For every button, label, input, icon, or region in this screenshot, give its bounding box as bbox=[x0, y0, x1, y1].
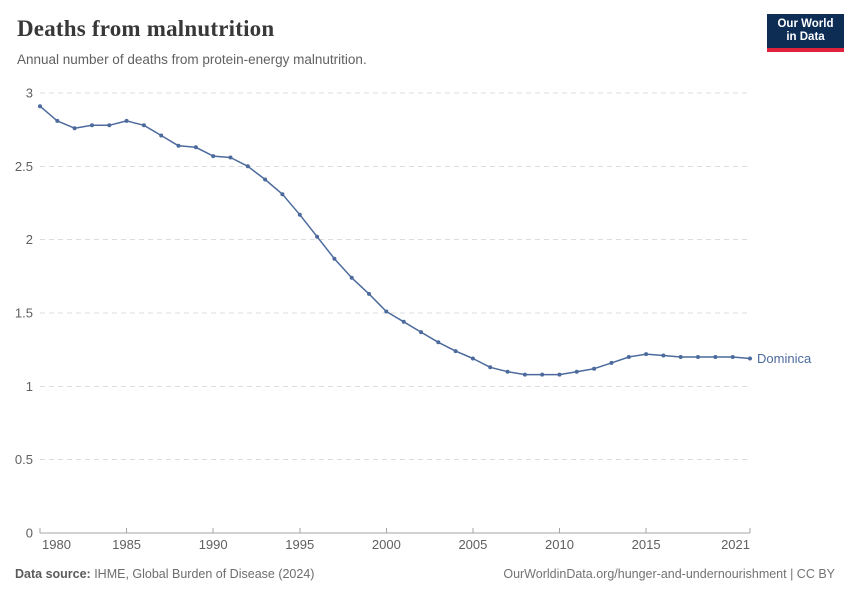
data-point-marker[interactable] bbox=[159, 133, 164, 138]
data-point-marker[interactable] bbox=[661, 353, 666, 358]
y-tick-label: 3 bbox=[26, 86, 33, 101]
data-point-marker[interactable] bbox=[748, 356, 752, 361]
x-tick-label: 1990 bbox=[199, 537, 228, 552]
data-point-marker[interactable] bbox=[696, 355, 700, 359]
data-point-marker[interactable] bbox=[626, 355, 631, 359]
attribution-link[interactable]: OurWorldinData.org/hunger-and-undernouri… bbox=[503, 567, 835, 581]
data-point-marker[interactable] bbox=[315, 234, 320, 239]
y-tick-label: 1.5 bbox=[15, 306, 33, 321]
data-point-marker[interactable] bbox=[713, 355, 718, 359]
data-point-marker[interactable] bbox=[228, 155, 233, 160]
chart-footer: Data source: IHME, Global Burden of Dise… bbox=[15, 567, 835, 581]
data-point-marker[interactable] bbox=[211, 154, 216, 159]
y-tick-label: 0 bbox=[26, 526, 33, 541]
data-point-marker[interactable] bbox=[453, 349, 458, 354]
data-point-marker[interactable] bbox=[72, 126, 77, 131]
x-tick-label: 2000 bbox=[372, 537, 401, 552]
data-point-marker[interactable] bbox=[436, 340, 441, 345]
data-point-marker[interactable] bbox=[592, 366, 597, 371]
x-tick-label: 2005 bbox=[458, 537, 487, 552]
data-point-marker[interactable] bbox=[678, 355, 683, 359]
data-point-marker[interactable] bbox=[55, 118, 60, 123]
data-point-marker[interactable] bbox=[470, 356, 475, 361]
data-point-marker[interactable] bbox=[124, 118, 129, 123]
y-tick-label: 1 bbox=[26, 379, 33, 394]
x-tick-label: 1985 bbox=[112, 537, 141, 552]
data-source-label: Data source: bbox=[15, 567, 91, 581]
data-point-marker[interactable] bbox=[522, 372, 527, 377]
owid-logo-line2: in Data bbox=[786, 31, 825, 43]
data-point-marker[interactable] bbox=[384, 309, 389, 314]
x-tick-label: 1980 bbox=[42, 537, 71, 552]
data-point-marker[interactable] bbox=[245, 164, 250, 169]
x-tick-label: 2015 bbox=[632, 537, 661, 552]
data-point-marker[interactable] bbox=[280, 192, 285, 197]
data-point-marker[interactable] bbox=[488, 365, 493, 370]
data-point-marker[interactable] bbox=[332, 256, 337, 261]
page-subtitle: Annual number of deaths from protein-ene… bbox=[17, 52, 367, 67]
data-point-marker[interactable] bbox=[609, 360, 614, 365]
x-tick-label: 1995 bbox=[285, 537, 314, 552]
line-chart: 0 0.5 1 1.5 2 2.5 3 1980 1985 1990 1995 2000 2005 201… bbox=[15, 86, 812, 553]
data-point-marker[interactable] bbox=[193, 145, 198, 150]
x-tick-label: 2010 bbox=[545, 537, 574, 552]
data-point-marker[interactable] bbox=[505, 369, 510, 374]
owid-logo-line1: Our World bbox=[777, 18, 834, 30]
data-point-marker[interactable] bbox=[176, 143, 181, 148]
entity-label-dominica[interactable]: Dominica bbox=[757, 351, 812, 366]
data-point-marker[interactable] bbox=[349, 275, 354, 280]
data-point-marker[interactable] bbox=[730, 355, 735, 359]
data-point-marker[interactable] bbox=[263, 177, 268, 182]
data-point-marker[interactable] bbox=[38, 104, 42, 109]
x-tick-label: 2021 bbox=[721, 537, 750, 552]
data-point-marker[interactable] bbox=[141, 123, 146, 128]
data-point-marker[interactable] bbox=[557, 372, 562, 377]
y-tick-label: 2 bbox=[26, 232, 33, 247]
y-tick-label: 2.5 bbox=[15, 159, 33, 174]
data-point-marker[interactable] bbox=[297, 212, 302, 217]
dominica-line-series[interactable] bbox=[39, 105, 751, 376]
data-point-marker[interactable] bbox=[574, 369, 579, 374]
data-point-marker[interactable] bbox=[107, 123, 112, 128]
data-source-note: Data source: IHME, Global Burden of Dise… bbox=[15, 567, 314, 581]
data-point-marker[interactable] bbox=[419, 330, 423, 335]
data-point-marker[interactable] bbox=[540, 372, 545, 377]
owid-logo[interactable]: Our World in Data bbox=[767, 14, 844, 52]
data-point-marker[interactable] bbox=[644, 352, 649, 357]
data-source-value: IHME, Global Burden of Disease (2024) bbox=[90, 567, 315, 581]
data-point-marker[interactable] bbox=[367, 291, 371, 296]
data-point-marker[interactable] bbox=[90, 123, 94, 128]
y-tick-label: 0.5 bbox=[15, 452, 33, 467]
page-title: Deaths from malnutrition bbox=[17, 16, 275, 41]
data-point-marker[interactable] bbox=[401, 319, 406, 324]
